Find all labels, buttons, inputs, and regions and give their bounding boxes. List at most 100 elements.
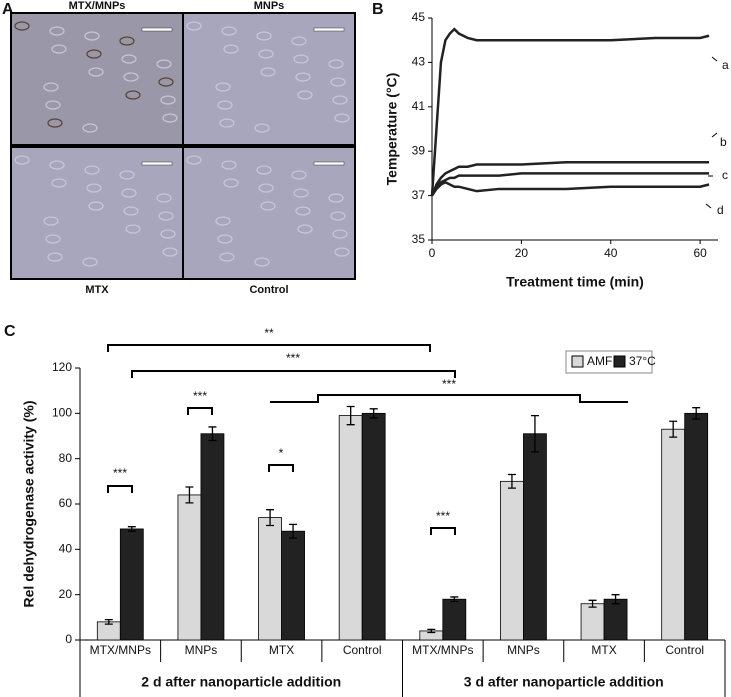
micrograph (184, 14, 354, 144)
bar (200, 433, 225, 641)
data-line (430, 161, 710, 197)
bar (661, 428, 686, 641)
cell (330, 211, 346, 221)
cell (82, 123, 98, 133)
cell (14, 21, 30, 31)
y-axis-label: Rel dehydrogenase activity (%) (21, 401, 37, 608)
cell (43, 216, 59, 226)
significance-label: *** (286, 351, 300, 365)
cell (186, 21, 202, 31)
bar (684, 412, 709, 641)
error-bar (346, 405, 355, 426)
error-bar (266, 509, 275, 527)
x-tick-label: MTX (591, 643, 616, 657)
cell (297, 224, 313, 234)
y-tick-label: 45 (412, 10, 426, 24)
cell (295, 206, 311, 216)
y-tick-label: 35 (412, 232, 426, 246)
scale-bar (313, 161, 345, 166)
cell (47, 118, 63, 128)
significance-bracket (107, 344, 431, 352)
cell (297, 90, 313, 100)
error-bar (530, 414, 539, 453)
cell (258, 49, 274, 59)
error-bar (507, 473, 516, 489)
x-tick-label: 0 (429, 246, 436, 260)
error-bar (692, 407, 701, 420)
group-label: 2 d after nanoparticle addition (141, 674, 341, 690)
cell (186, 155, 202, 165)
significance-bracket (270, 394, 628, 403)
group-label: 3 d after nanoparticle addition (464, 674, 664, 690)
significance-label: *** (436, 509, 450, 523)
cell (51, 178, 67, 188)
bar (258, 517, 282, 641)
cell (84, 165, 100, 175)
x-tick-label: MTX (269, 643, 294, 657)
error-bar (185, 486, 194, 504)
y-tick-label: 37 (412, 188, 426, 202)
cell (47, 252, 63, 262)
cell (219, 118, 235, 128)
cell (291, 36, 307, 46)
x-tick-label: MNPs (507, 643, 540, 657)
error-bar (127, 526, 136, 532)
cell (260, 201, 276, 211)
error-bar (369, 408, 378, 419)
cell (88, 201, 104, 211)
error-bar (588, 599, 597, 608)
y-axis-label: Temperature (°C) (384, 73, 400, 186)
micrograph (12, 14, 182, 144)
cell (258, 183, 274, 193)
cell (84, 31, 100, 41)
data-line (430, 172, 710, 197)
x-tick-label: 40 (604, 246, 618, 260)
significance-label: * (279, 446, 284, 460)
cell (254, 123, 270, 133)
bar (603, 598, 628, 641)
bar (119, 528, 144, 641)
cell (223, 178, 239, 188)
bar (500, 480, 524, 641)
legend-label: AMF (587, 354, 612, 368)
cell (86, 49, 102, 59)
cell (88, 67, 104, 77)
cell (256, 31, 272, 41)
y-tick-label: 43 (412, 55, 426, 69)
cell (332, 229, 348, 239)
scale-bar (313, 27, 345, 32)
x-tick-label: MNPs (185, 643, 218, 657)
cell (45, 234, 61, 244)
image-label: MTX (85, 284, 109, 296)
line-label: b (720, 135, 727, 149)
significance-bracket (107, 485, 133, 493)
data-line (430, 180, 710, 197)
legend-box (565, 350, 653, 374)
cell (215, 216, 231, 226)
cell (121, 188, 137, 198)
error-bar (450, 596, 459, 603)
cell (45, 100, 61, 110)
cell (162, 247, 178, 257)
cell (119, 170, 135, 180)
cell (49, 26, 65, 36)
cell (260, 67, 276, 77)
cell (160, 229, 176, 239)
image-label: MTX/MNPs (69, 0, 126, 12)
y-tick-label: 120 (52, 360, 72, 374)
x-axis-label: Treatment time (min) (506, 274, 644, 290)
bar (580, 603, 605, 641)
significance-bracket (131, 370, 456, 378)
panel-label: B (372, 1, 384, 18)
significance-label: *** (113, 466, 127, 480)
x-tick-label: 60 (693, 246, 707, 260)
cell (330, 77, 346, 87)
significance-bracket (187, 407, 213, 415)
error-bar (289, 523, 298, 539)
line-label: d (717, 203, 724, 217)
cell (86, 183, 102, 193)
x-tick-label: 20 (515, 246, 529, 260)
cell (223, 44, 239, 54)
y-tick-label: 20 (59, 587, 73, 601)
